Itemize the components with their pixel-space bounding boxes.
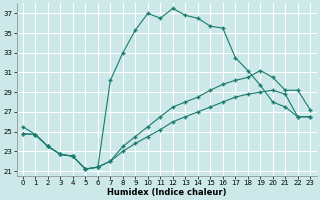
X-axis label: Humidex (Indice chaleur): Humidex (Indice chaleur) bbox=[107, 188, 226, 197]
